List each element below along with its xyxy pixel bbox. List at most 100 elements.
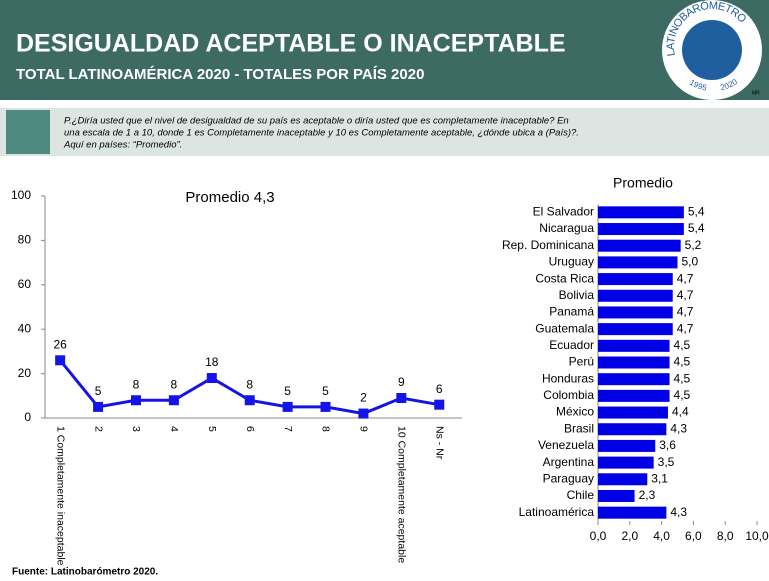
header-band	[0, 0, 769, 100]
bar	[598, 473, 648, 486]
y-tick-label: Perú	[569, 355, 594, 369]
y-tick-label: Rep. Dominicana	[502, 238, 594, 252]
marker	[358, 408, 369, 419]
x-tick-label: Ns - Nr	[433, 426, 445, 460]
data-label: 5	[322, 384, 329, 398]
data-label: 4,7	[677, 305, 694, 319]
x-tick-label: 2,0	[621, 529, 638, 543]
marker	[320, 401, 331, 412]
data-label: 3,6	[659, 438, 676, 452]
bar	[598, 339, 670, 352]
x-tick-label: 3	[130, 426, 142, 432]
bar	[598, 356, 670, 369]
data-label: 5	[95, 384, 102, 398]
data-label: 4,4	[672, 405, 689, 419]
data-label: 3,1	[651, 471, 668, 485]
y-tick-label: 40	[18, 321, 32, 335]
y-tick-label: Paraguay	[543, 471, 594, 485]
data-label: 3,5	[658, 455, 675, 469]
subtitle: TOTAL LATINOAMÉRICA 2020 - TOTALES POR P…	[16, 66, 424, 83]
x-tick-label: 5	[206, 426, 218, 432]
data-label: 2,3	[639, 488, 656, 502]
marker	[396, 393, 407, 404]
question-band	[0, 108, 769, 156]
y-tick-label: Guatemala	[535, 321, 594, 335]
y-tick-label: Ecuador	[549, 338, 594, 352]
bar	[598, 323, 673, 336]
data-label: 4,3	[670, 505, 687, 519]
y-tick-label: 100	[11, 188, 31, 202]
data-label: 2	[360, 391, 367, 405]
data-label: 4,3	[670, 421, 687, 435]
chart-title: Promedio 4,3	[185, 189, 274, 206]
data-label: 4,5	[674, 338, 691, 352]
data-label: 4,7	[677, 321, 694, 335]
x-tick-label: 6,0	[685, 529, 702, 543]
y-tick-label: Panamá	[549, 305, 594, 319]
bar	[598, 256, 678, 269]
marker	[93, 401, 104, 412]
data-label: 6	[436, 382, 443, 396]
question-line: Aquí en países: “Promedio”.	[63, 140, 182, 151]
y-tick-label: Venezuela	[538, 438, 594, 452]
question-line: una escala de 1 a 10, donde 1 es Complet…	[64, 128, 579, 139]
y-tick-label: Brasil	[564, 421, 594, 435]
bar	[598, 373, 670, 386]
data-label: 8	[171, 377, 178, 391]
y-tick-label: México	[556, 405, 594, 419]
marker	[130, 395, 141, 406]
x-tick-label: 0,0	[590, 529, 607, 543]
question-line: P.¿Diría usted que el nivel de desiguald…	[64, 116, 569, 127]
x-tick-label: 4,0	[653, 529, 670, 543]
bar	[598, 456, 654, 469]
data-label: 4,5	[674, 371, 691, 385]
x-tick-label: 10 Completamente aceptable	[396, 426, 408, 563]
marker	[206, 373, 217, 384]
y-tick-label: Latinoamérica	[519, 505, 595, 519]
y-tick-label: Chile	[567, 488, 595, 502]
data-label: 4,7	[677, 288, 694, 302]
bar	[598, 239, 681, 252]
x-tick-label: 8,0	[717, 529, 734, 543]
data-label: 4,5	[674, 355, 691, 369]
data-label: 5	[284, 384, 291, 398]
data-label: 4,7	[677, 271, 694, 285]
question: P.¿Diría usted que el nivel de desiguald…	[63, 116, 579, 151]
bar	[598, 273, 673, 286]
data-label: 5,0	[682, 255, 699, 269]
marker	[55, 355, 66, 366]
y-tick-label: El Salvador	[533, 205, 594, 219]
x-tick-label: 9	[358, 426, 370, 432]
x-tick-label: 10,0	[745, 529, 769, 543]
bar	[598, 206, 684, 219]
y-tick-label: 60	[18, 277, 32, 291]
bar	[598, 506, 667, 519]
bar	[598, 306, 673, 319]
y-tick-label: Honduras	[542, 371, 594, 385]
marker	[244, 395, 255, 406]
y-tick-label: Costa Rica	[535, 271, 594, 285]
bar	[598, 439, 656, 452]
y-tick-label: Argentina	[543, 455, 595, 469]
data-label: 8	[133, 377, 140, 391]
chart-title: Promedio	[613, 175, 673, 191]
question-icon	[6, 110, 50, 154]
y-tick-label: Uruguay	[549, 255, 594, 269]
y-tick-label: 80	[18, 233, 32, 247]
data-label: 5,4	[688, 221, 705, 235]
y-tick-label: Colombia	[543, 388, 594, 402]
y-tick-label: Nicaragua	[539, 221, 594, 235]
x-tick-label: 4	[168, 426, 180, 432]
x-tick-label: 8	[320, 426, 332, 432]
y-tick-label: 20	[18, 366, 32, 380]
title: DESIGUALDAD ACEPTABLE O INACEPTABLE	[16, 30, 566, 58]
data-label: 8	[246, 377, 253, 391]
bar	[598, 406, 668, 419]
data-label: 5,2	[685, 238, 702, 252]
x-tick-label: 7	[282, 426, 294, 432]
x-tick-label: 6	[244, 426, 256, 432]
data-label: 18	[205, 355, 219, 369]
marker	[434, 399, 445, 410]
bar	[598, 389, 670, 402]
